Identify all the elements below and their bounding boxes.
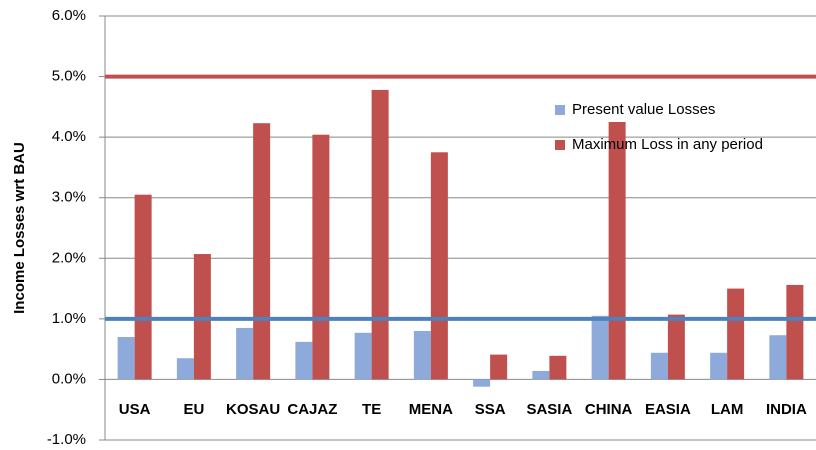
bar <box>473 379 491 387</box>
legend-label: Present value Losses <box>572 101 715 118</box>
bar <box>786 284 804 380</box>
bar <box>134 194 152 380</box>
bar <box>371 89 389 380</box>
bar <box>117 337 135 380</box>
x-tick-label: INDIA <box>766 401 807 418</box>
y-tick-label: 5.0% <box>52 68 86 85</box>
bar <box>253 123 271 380</box>
bar <box>354 332 372 380</box>
x-tick-label: KOSAU <box>226 401 280 418</box>
x-tick-label: USA <box>119 401 151 418</box>
legend-swatch <box>555 105 565 115</box>
x-tick-label: CAJAZ <box>287 401 337 418</box>
y-tick-label: 2.0% <box>52 249 86 266</box>
y-axis-label: Income Losses wrt BAU <box>11 142 28 314</box>
bar <box>490 354 508 380</box>
legend-label: Maximum Loss in any period <box>572 136 763 153</box>
bar <box>236 327 254 380</box>
x-tick-label: TE <box>362 401 381 418</box>
bar <box>769 335 787 380</box>
bar <box>650 352 668 380</box>
bar <box>312 134 330 380</box>
bar <box>295 341 313 380</box>
x-tick-label: LAM <box>711 401 744 418</box>
legend-swatch <box>555 140 565 150</box>
y-tick-label: 3.0% <box>52 189 86 206</box>
bar <box>193 254 211 380</box>
x-tick-label: SSA <box>475 401 506 418</box>
bar <box>710 352 728 380</box>
bar <box>176 358 194 380</box>
y-tick-label: 4.0% <box>52 128 86 145</box>
bar <box>532 370 550 380</box>
bar <box>413 330 431 380</box>
bar <box>667 314 685 380</box>
y-tick-label: -1.0% <box>47 431 86 448</box>
bar <box>549 355 567 380</box>
bar <box>430 152 448 380</box>
bar <box>591 315 609 380</box>
x-tick-label: EU <box>183 401 204 418</box>
y-tick-label: 1.0% <box>52 310 86 327</box>
x-tick-label: MENA <box>409 401 453 418</box>
y-tick-label: 6.0% <box>52 7 86 24</box>
x-tick-label: EASIA <box>645 401 691 418</box>
bar <box>727 288 745 380</box>
y-tick-label: 0.0% <box>52 370 86 387</box>
bar <box>608 122 626 380</box>
x-tick-label: CHINA <box>585 401 633 418</box>
x-tick-label: SASIA <box>526 401 572 418</box>
